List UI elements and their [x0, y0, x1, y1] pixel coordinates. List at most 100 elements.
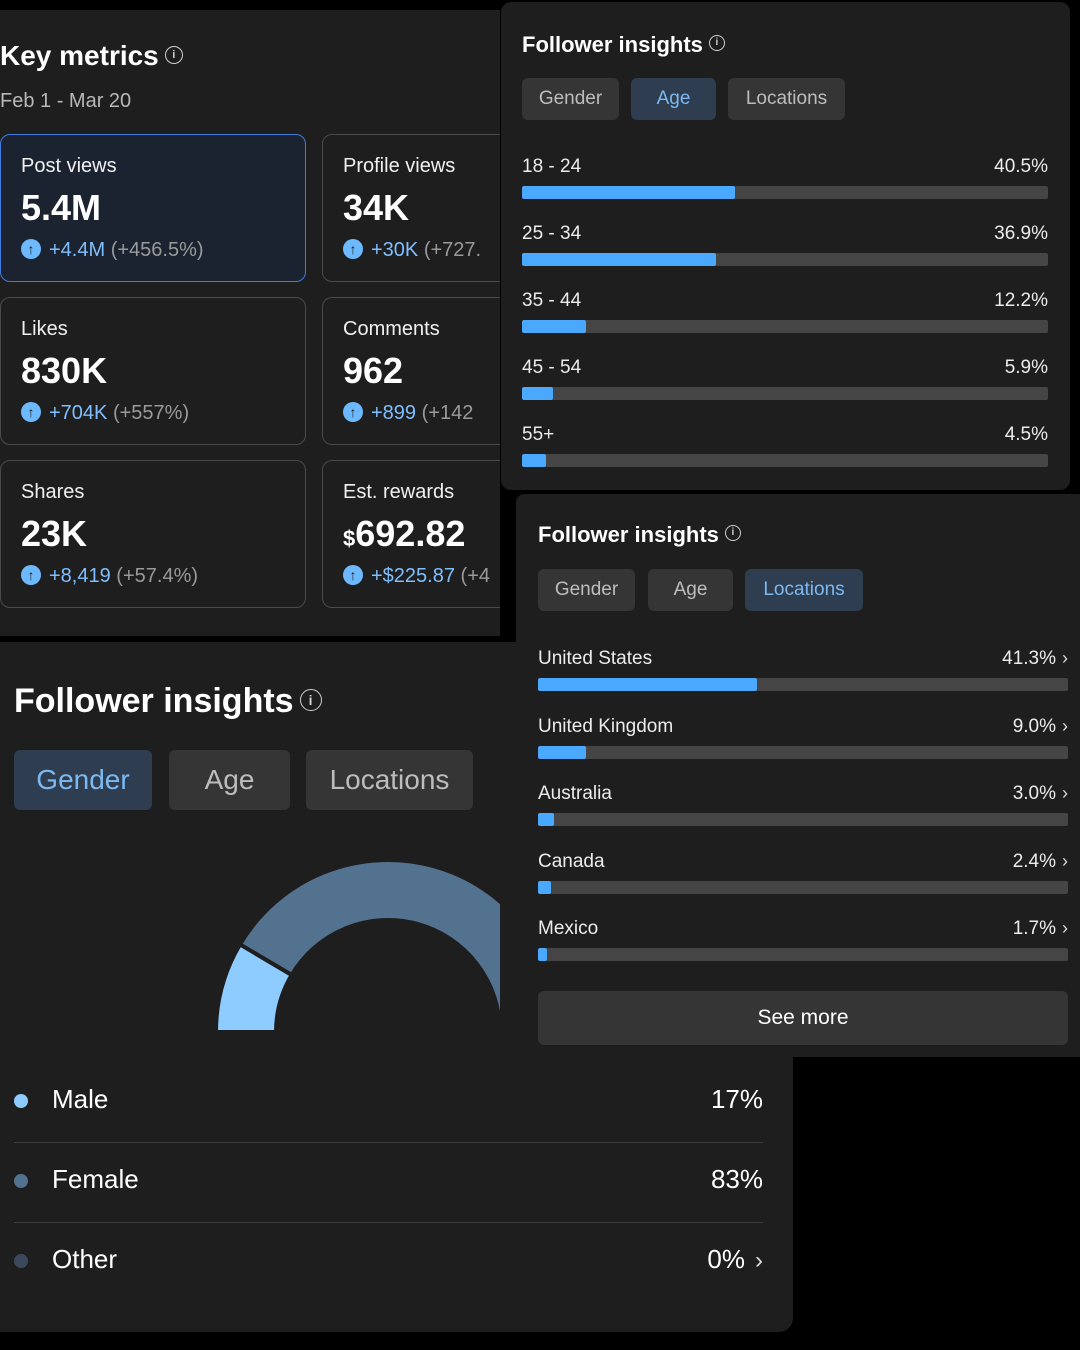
legend-label: Female [52, 1164, 139, 1194]
bar-track [538, 813, 1068, 826]
bar-fill [522, 387, 554, 400]
metric-value: 830K [21, 350, 108, 391]
legend-value: 83% [710, 1164, 763, 1194]
bar-track [538, 678, 1068, 691]
age-percentage: 40.5% [994, 156, 1048, 177]
info-icon[interactable]: i [299, 689, 322, 712]
metric-label: Profile views [343, 155, 456, 177]
bar-track [522, 186, 1048, 199]
tab-age[interactable]: Age [169, 750, 290, 810]
chevron-right-icon[interactable]: › [1062, 918, 1068, 938]
metric-change: ↑ +704K (+557%) [21, 401, 189, 425]
age-percentage: 12.2% [994, 290, 1048, 311]
arrow-up-icon: ↑ [343, 564, 363, 585]
metric-value: $692.82 [343, 513, 466, 554]
panel-title: Follower insights i [538, 522, 741, 548]
chevron-right-icon[interactable]: › [755, 1247, 763, 1274]
legend-value: 0% › [707, 1244, 763, 1274]
chevron-right-icon[interactable]: › [1062, 648, 1068, 668]
bar-fill [522, 253, 717, 266]
location-row[interactable]: Australia 3.0% › [538, 783, 1068, 829]
gender-donut-chart [213, 858, 500, 1034]
metric-card-est-rewards[interactable]: Est. rewards $692.82 ↑ +$225.87 (+4 [322, 460, 500, 608]
arrow-up-icon: ↑ [343, 238, 363, 259]
legend-row-female: Female 83% [14, 1142, 763, 1223]
location-percentage: 3.0% › [1012, 783, 1068, 804]
location-percentage: 9.0% › [1012, 715, 1068, 737]
tab-gender[interactable]: Gender [538, 569, 635, 611]
follower-insights-locations-panel: Follower insights i Gender Age Locations … [516, 494, 1080, 1057]
metric-label: Likes [21, 318, 68, 340]
panel-title-text: Follower insights [538, 522, 719, 547]
tab-age[interactable]: Age [648, 569, 733, 611]
tab-age[interactable]: Age [631, 78, 716, 120]
age-row: 25 - 34 36.9% [522, 223, 1048, 269]
metric-label: Shares [21, 481, 85, 503]
chevron-right-icon[interactable]: › [1062, 715, 1068, 736]
age-row: 45 - 54 5.9% [522, 357, 1048, 403]
key-metrics-panel: Key metrics i Feb 1 - Mar 20 Post views 5… [0, 10, 500, 636]
bar-fill [538, 678, 757, 691]
bar-fill [538, 948, 547, 961]
age-percentage: 5.9% [1004, 357, 1048, 378]
location-label: Australia [538, 783, 612, 804]
location-row[interactable]: Mexico 1.7% › [538, 918, 1068, 964]
tab-gender[interactable]: Gender [14, 750, 152, 810]
location-row[interactable]: Canada 2.4% › [538, 851, 1068, 897]
legend-row-other[interactable]: Other 0% › [14, 1222, 763, 1302]
panel-title-text: Follower insights [14, 682, 294, 720]
chevron-right-icon[interactable]: › [1062, 850, 1068, 871]
location-label: Canada [538, 850, 605, 872]
age-range-label: 25 - 34 [522, 223, 582, 244]
legend-row-male: Male 17% [14, 1062, 763, 1143]
tab-locations[interactable]: Locations [306, 750, 473, 810]
metric-card-post-views[interactable]: Post views 5.4M ↑ +4.4M (+456.5%) [0, 134, 306, 282]
info-icon[interactable]: i [708, 35, 725, 52]
metric-value: 23K [21, 513, 88, 554]
chevron-right-icon[interactable]: › [1062, 783, 1068, 803]
female-dot-icon [14, 1174, 28, 1188]
legend-label: Male [52, 1084, 109, 1114]
panel-title-text: Follower insights [522, 32, 703, 57]
bar-fill [522, 186, 736, 199]
tab-locations[interactable]: Locations [728, 78, 845, 120]
metric-card-likes[interactable]: Likes 830K ↑ +704K (+557%) [0, 297, 306, 445]
panel-title: Follower insights i [14, 682, 322, 721]
metric-card-profile-views[interactable]: Profile views 34K ↑ +30K (+727. [322, 134, 500, 282]
location-row[interactable]: United States 41.3% › [538, 648, 1068, 694]
tab-gender[interactable]: Gender [522, 78, 619, 120]
bar-fill [538, 813, 554, 826]
metric-value: 962 [343, 350, 404, 391]
metric-change: ↑ +8,419 (+57.4%) [21, 564, 198, 588]
arrow-up-icon: ↑ [21, 564, 41, 585]
bar-fill [538, 880, 551, 894]
panel-title: Follower insights i [522, 32, 725, 58]
arrow-up-icon: ↑ [343, 401, 363, 422]
arrow-up-icon: ↑ [21, 401, 41, 422]
bar-track [522, 253, 1048, 266]
location-label: United States [538, 648, 653, 669]
location-label: United Kingdom [538, 715, 674, 737]
bar-track [522, 387, 1048, 400]
age-percentage: 4.5% [1004, 424, 1048, 445]
legend-value: 17% [710, 1084, 763, 1114]
location-percentage: 2.4% › [1012, 850, 1068, 872]
location-label: Mexico [538, 918, 599, 939]
metric-card-comments[interactable]: Comments 962 ↑ +899 (+142 [322, 297, 500, 445]
tab-locations[interactable]: Locations [745, 569, 863, 611]
metric-label: Est. rewards [343, 481, 455, 503]
arrow-up-icon: ↑ [21, 238, 41, 259]
legend-label: Other [52, 1244, 118, 1274]
info-icon[interactable]: i [164, 45, 183, 64]
metric-card-shares[interactable]: Shares 23K ↑ +8,419 (+57.4%) [0, 460, 306, 608]
info-icon[interactable]: i [724, 525, 741, 542]
age-row: 18 - 24 40.5% [522, 156, 1048, 202]
see-more-button[interactable]: See more [538, 991, 1068, 1045]
bar-track [522, 454, 1048, 467]
age-range-label: 45 - 54 [522, 357, 582, 378]
metric-value: 34K [343, 187, 410, 228]
male-dot-icon [14, 1094, 28, 1108]
location-percentage: 1.7% › [1012, 918, 1068, 939]
location-row[interactable]: United Kingdom 9.0% › [538, 716, 1068, 762]
bar-track [538, 948, 1068, 961]
